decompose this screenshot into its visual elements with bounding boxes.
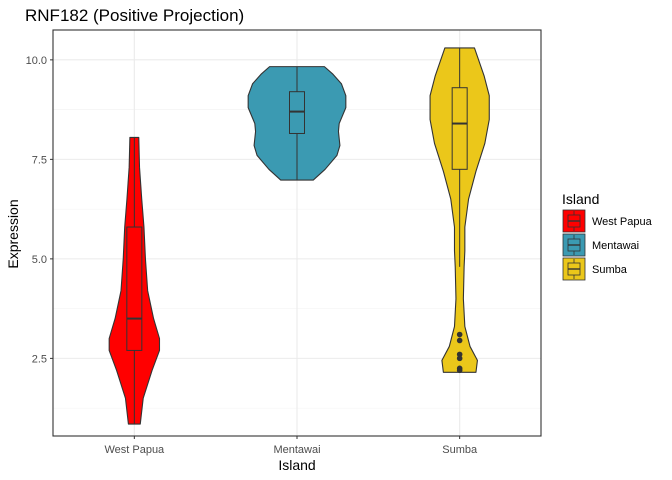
- x-tick-label: Mentawai: [273, 444, 320, 456]
- violin-1: [247, 66, 347, 181]
- x-tick-label: Sumba: [442, 444, 478, 456]
- box-0: [126, 226, 143, 351]
- legend-label-2: Sumba: [592, 264, 628, 276]
- legend-title: Island: [562, 191, 599, 207]
- x-tick-label: West Papua: [104, 444, 165, 456]
- outlier-point: [456, 351, 463, 358]
- plot-marks: [108, 47, 490, 425]
- box-2: [451, 87, 468, 170]
- outlier-point: [456, 337, 463, 344]
- y-axis-title: Expression: [5, 199, 21, 268]
- legend: Island West Papua Mentawai Sumba: [562, 191, 653, 281]
- y-tick-label: 7.5: [32, 154, 47, 166]
- y-tick-label: 10.0: [26, 55, 47, 67]
- outlier-point: [456, 355, 463, 362]
- legend-label-0: West Papua: [592, 216, 653, 228]
- y-tick-label: 2.5: [32, 353, 47, 365]
- violin-0: [108, 136, 161, 425]
- y-tick-label: 5.0: [32, 254, 47, 266]
- outlier-point: [456, 331, 463, 338]
- legend-label-1: Mentawai: [592, 240, 639, 252]
- chart-title: RNF182 (Positive Projection): [25, 6, 244, 25]
- axes: 2.5 5.0 7.5 10.0 West Papua Mentawai Sumba: [26, 29, 542, 456]
- outlier-point: [456, 367, 463, 374]
- x-axis-title: Island: [278, 457, 315, 473]
